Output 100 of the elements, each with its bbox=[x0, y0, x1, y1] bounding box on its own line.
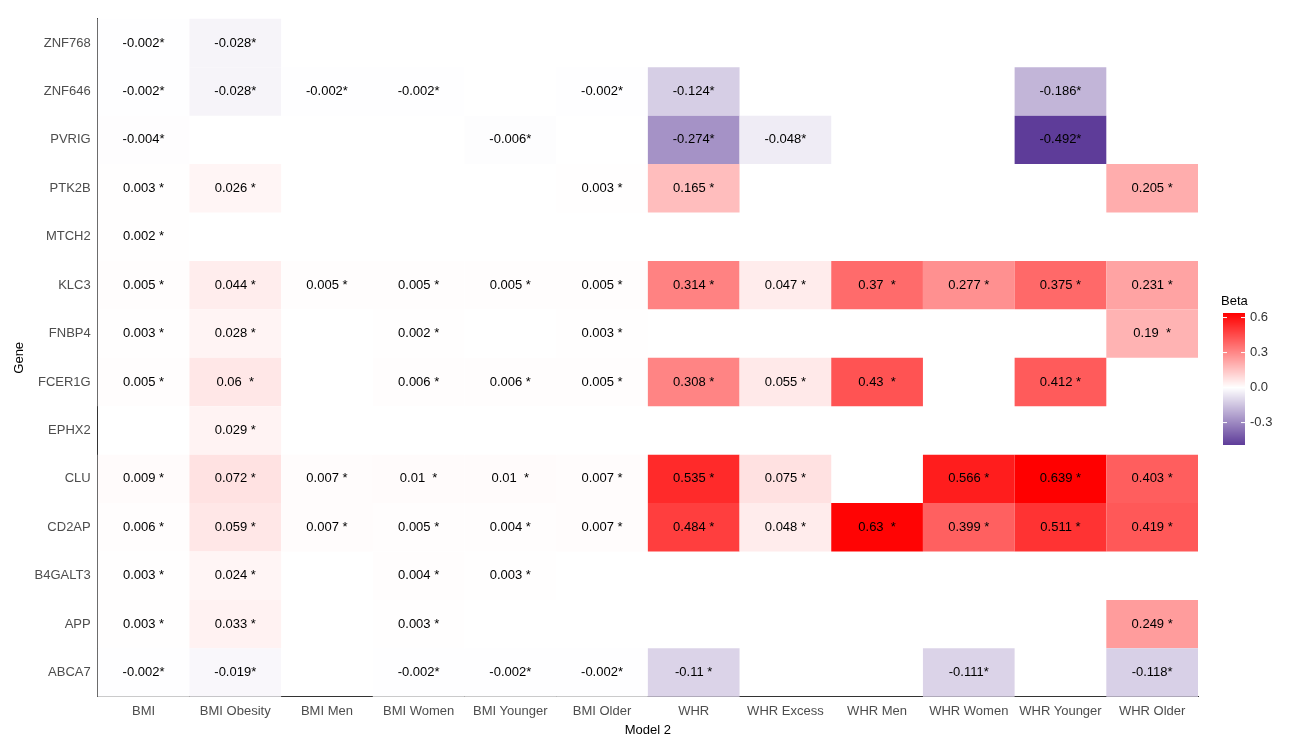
data-label: 0.566 * bbox=[948, 470, 990, 486]
data-label: 0.639 * bbox=[1039, 470, 1082, 486]
data-label: -0.11 * bbox=[675, 664, 713, 680]
data-label: 0.003 * bbox=[122, 567, 165, 583]
data-label: 0.005 * bbox=[122, 373, 165, 389]
data-label: 0.048 * bbox=[764, 518, 806, 534]
legend-title: Beta bbox=[1221, 292, 1249, 308]
data-label: 0.002 * bbox=[398, 325, 440, 341]
data-label: 0.007 * bbox=[306, 518, 348, 534]
data-label: 0.419 * bbox=[1131, 518, 1173, 534]
data-label: 0.006 * bbox=[122, 518, 165, 534]
data-label: 0.005 * bbox=[398, 518, 440, 534]
data-label: 0.403 * bbox=[1131, 470, 1173, 486]
data-label: 0.026 * bbox=[214, 179, 256, 195]
y-tick-label: CD2AP bbox=[47, 518, 91, 534]
data-label: 0.059 * bbox=[214, 518, 256, 534]
data-label: 0.003 * bbox=[581, 325, 623, 341]
data-label: 0.004 * bbox=[398, 567, 440, 583]
data-label: 0.63 * bbox=[858, 518, 896, 534]
data-label: 0.005 * bbox=[581, 276, 623, 292]
data-label: 0.399 * bbox=[948, 518, 990, 534]
data-label: 0.075 * bbox=[764, 470, 806, 486]
data-label: -0.019* bbox=[214, 664, 257, 680]
data-label: -0.002* bbox=[581, 664, 623, 680]
data-label: 0.009 * bbox=[122, 470, 165, 486]
data-label: 0.003 * bbox=[122, 615, 165, 631]
y-tick-label: EPHX2 bbox=[48, 422, 91, 438]
data-label: 0.047 * bbox=[764, 276, 806, 292]
data-label: 0.249 * bbox=[1131, 615, 1173, 631]
data-label: 0.007 * bbox=[306, 470, 348, 486]
x-tick-label: WHR Women bbox=[929, 703, 1009, 719]
x-tick-label: BMI Obesity bbox=[199, 703, 272, 719]
y-axis-title: Gene bbox=[11, 341, 27, 374]
data-label: 0.033 * bbox=[214, 615, 256, 631]
data-label: 0.005 * bbox=[398, 276, 440, 292]
data-label: 0.01 * bbox=[399, 470, 438, 486]
data-label: -0.002* bbox=[397, 664, 440, 680]
x-tick-label: BMI bbox=[132, 703, 156, 719]
y-tick-label: ZNF768 bbox=[43, 34, 91, 50]
y-tick-label: FNBP4 bbox=[48, 325, 91, 341]
y-tick-label: FCER1G bbox=[37, 373, 91, 389]
data-label: -0.002* bbox=[122, 83, 165, 99]
data-label: 0.007 * bbox=[581, 470, 623, 486]
data-label: 0.003 * bbox=[122, 179, 165, 195]
data-label: 0.375 * bbox=[1039, 276, 1082, 292]
y-tick-label: ABCA7 bbox=[48, 664, 91, 680]
data-label: 0.003 * bbox=[398, 615, 440, 631]
data-label: -0.002* bbox=[122, 34, 165, 50]
x-tick-label: BMI Women bbox=[382, 703, 455, 719]
data-label: 0.002 * bbox=[122, 228, 165, 244]
data-label: -0.006* bbox=[489, 131, 532, 147]
data-label: 0.005 * bbox=[489, 276, 531, 292]
y-tick-label: APP bbox=[64, 615, 91, 631]
y-tick-label: MTCH2 bbox=[45, 228, 91, 244]
data-label: 0.484 * bbox=[673, 518, 715, 534]
data-label: 0.029 * bbox=[214, 422, 256, 438]
data-label: -0.002* bbox=[305, 83, 348, 99]
y-tick-label: PVRIG bbox=[50, 131, 91, 147]
data-label: 0.231 * bbox=[1131, 276, 1173, 292]
data-label: 0.43 * bbox=[858, 373, 896, 389]
data-label: -0.274* bbox=[672, 131, 715, 147]
data-label: 0.19 * bbox=[1133, 325, 1171, 341]
data-label: 0.072 * bbox=[214, 470, 256, 486]
y-tick-label: CLU bbox=[64, 470, 91, 486]
data-label: 0.511 * bbox=[1040, 518, 1081, 534]
x-tick-label: WHR Excess bbox=[747, 703, 825, 719]
data-label: -0.002* bbox=[397, 83, 440, 99]
data-label: 0.308 * bbox=[673, 373, 715, 389]
data-label: 0.003 * bbox=[489, 567, 531, 583]
data-label: -0.492* bbox=[1039, 131, 1082, 147]
data-label: -0.002* bbox=[122, 664, 165, 680]
data-label: -0.002* bbox=[489, 664, 532, 680]
data-label: 0.165 * bbox=[673, 179, 715, 195]
x-tick-label: BMI Older bbox=[572, 703, 632, 719]
x-tick-label: WHR bbox=[678, 703, 710, 719]
color-bar-label: 0.3 bbox=[1250, 344, 1269, 360]
data-label: -0.028* bbox=[214, 34, 257, 50]
data-label: -0.111* bbox=[948, 664, 989, 680]
data-label: -0.004* bbox=[122, 131, 165, 147]
data-label: 0.028 * bbox=[214, 325, 256, 341]
data-label: -0.124* bbox=[672, 83, 715, 99]
data-label: 0.044 * bbox=[214, 276, 256, 292]
color-bar-label: 0.0 bbox=[1250, 379, 1269, 395]
y-tick-label: KLC3 bbox=[58, 276, 91, 292]
x-tick-label: BMI Younger bbox=[473, 703, 549, 719]
data-label: 0.003 * bbox=[581, 179, 623, 195]
data-label: 0.024 * bbox=[214, 567, 256, 583]
color-bar-label: 0.6 bbox=[1250, 309, 1269, 325]
data-label: 0.006 * bbox=[489, 373, 531, 389]
x-tick-label: WHR Younger bbox=[1019, 703, 1103, 719]
data-label: 0.01 * bbox=[491, 470, 530, 486]
color-bar-label: -0.3 bbox=[1250, 414, 1273, 430]
data-label: 0.005 * bbox=[122, 276, 165, 292]
data-label: 0.314 * bbox=[673, 276, 715, 292]
data-label: 0.006 * bbox=[398, 373, 440, 389]
x-tick-label: BMI Men bbox=[300, 703, 353, 719]
data-label: 0.205 * bbox=[1131, 179, 1173, 195]
data-label: 0.535 * bbox=[673, 470, 715, 486]
data-label: -0.118* bbox=[1131, 664, 1173, 680]
data-label: 0.277 * bbox=[948, 276, 990, 292]
